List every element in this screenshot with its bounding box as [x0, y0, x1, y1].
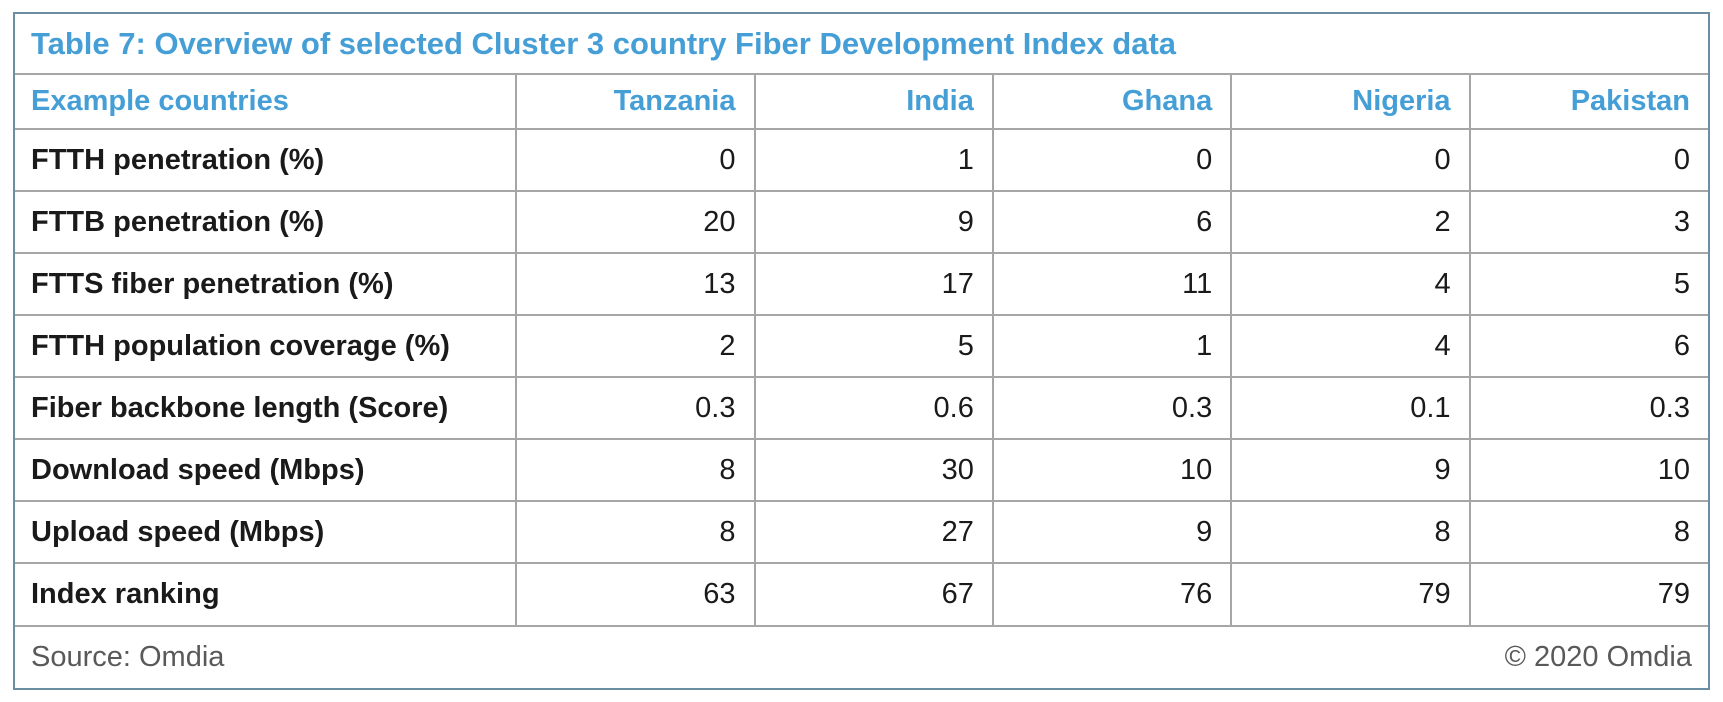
header-row: Example countries Tanzania India Ghana Nige…: [15, 75, 1708, 130]
value-cell: 76: [991, 562, 1233, 625]
value-cell: 0.3: [515, 376, 756, 440]
row-label: FTTS fiber penetration (%): [15, 252, 518, 316]
table-row: FTTH population coverage (%) 2 5 1 4 6: [15, 314, 1708, 378]
value-cell: 27: [753, 500, 994, 564]
table-row: Fiber backbone length (Score) 0.3 0.6 0.3 0.…: [15, 376, 1708, 440]
value-cell: 0.6: [753, 376, 994, 440]
value-cell: 2: [515, 314, 756, 378]
table-row: FTTH penetration (%) 0 1 0 0 0: [15, 128, 1708, 192]
header-country-nigeria: Nigeria: [1230, 75, 1471, 130]
value-cell: 2: [1230, 190, 1471, 254]
value-cell: 5: [753, 314, 994, 378]
value-cell: 0: [515, 128, 756, 192]
header-country-india: India: [753, 75, 994, 130]
table-row: FTTB penetration (%) 20 9 6 2 3: [15, 190, 1708, 254]
table-row: Upload speed (Mbps) 8 27 9 8 8: [15, 500, 1708, 564]
value-cell: 20: [515, 190, 756, 254]
value-cell: 30: [753, 438, 994, 502]
value-cell: 67: [753, 562, 994, 625]
value-cell: 3: [1468, 190, 1708, 254]
row-label: FTTH penetration (%): [15, 128, 518, 192]
fiber-development-index-table: Example countries Tanzania India Ghana Nige…: [15, 75, 1708, 625]
header-country-ghana: Ghana: [991, 75, 1233, 130]
value-cell: 10: [1468, 438, 1708, 502]
value-cell: 9: [991, 500, 1233, 564]
value-cell: 79: [1468, 562, 1708, 625]
value-cell: 9: [753, 190, 994, 254]
table-row: FTTS fiber penetration (%) 13 17 11 4 5: [15, 252, 1708, 316]
value-cell: 0: [1230, 128, 1471, 192]
value-cell: 0.3: [991, 376, 1233, 440]
header-country-pakistan: Pakistan: [1468, 75, 1708, 130]
value-cell: 5: [1468, 252, 1708, 316]
value-cell: 4: [1230, 252, 1471, 316]
value-cell: 17: [753, 252, 994, 316]
value-cell: 8: [1230, 500, 1471, 564]
value-cell: 10: [991, 438, 1233, 502]
value-cell: 11: [991, 252, 1233, 316]
value-cell: 0.1: [1230, 376, 1471, 440]
row-label: Upload speed (Mbps): [15, 500, 518, 564]
table-footer: Source: Omdia © 2020 Omdia: [15, 625, 1708, 688]
value-cell: 4: [1230, 314, 1471, 378]
table-7-card: Table 7: Overview of selected Cluster 3 …: [13, 12, 1710, 690]
source-note: Source: Omdia: [31, 641, 225, 673]
row-label: Fiber backbone length (Score): [15, 376, 518, 440]
value-cell: 13: [515, 252, 756, 316]
value-cell: 9: [1230, 438, 1471, 502]
row-label: Download speed (Mbps): [15, 438, 518, 502]
table-title: Table 7: Overview of selected Cluster 3 …: [15, 14, 1708, 75]
table-row: Download speed (Mbps) 8 30 10 9 10: [15, 438, 1708, 502]
table-row: Index ranking 63 67 76 79 79: [15, 562, 1708, 625]
value-cell: 0: [991, 128, 1233, 192]
value-cell: 8: [515, 500, 756, 564]
value-cell: 6: [1468, 314, 1708, 378]
row-label: FTTB penetration (%): [15, 190, 518, 254]
value-cell: 8: [1468, 500, 1708, 564]
header-example-countries: Example countries: [15, 75, 518, 130]
value-cell: 63: [515, 562, 756, 625]
value-cell: 1: [753, 128, 994, 192]
copyright-note: © 2020 Omdia: [1504, 641, 1692, 673]
value-cell: 0.3: [1468, 376, 1708, 440]
value-cell: 6: [991, 190, 1233, 254]
row-label: FTTH population coverage (%): [15, 314, 518, 378]
value-cell: 1: [991, 314, 1233, 378]
header-country-tanzania: Tanzania: [515, 75, 756, 130]
value-cell: 8: [515, 438, 756, 502]
value-cell: 0: [1468, 128, 1708, 192]
value-cell: 79: [1230, 562, 1471, 625]
row-label: Index ranking: [15, 562, 518, 625]
